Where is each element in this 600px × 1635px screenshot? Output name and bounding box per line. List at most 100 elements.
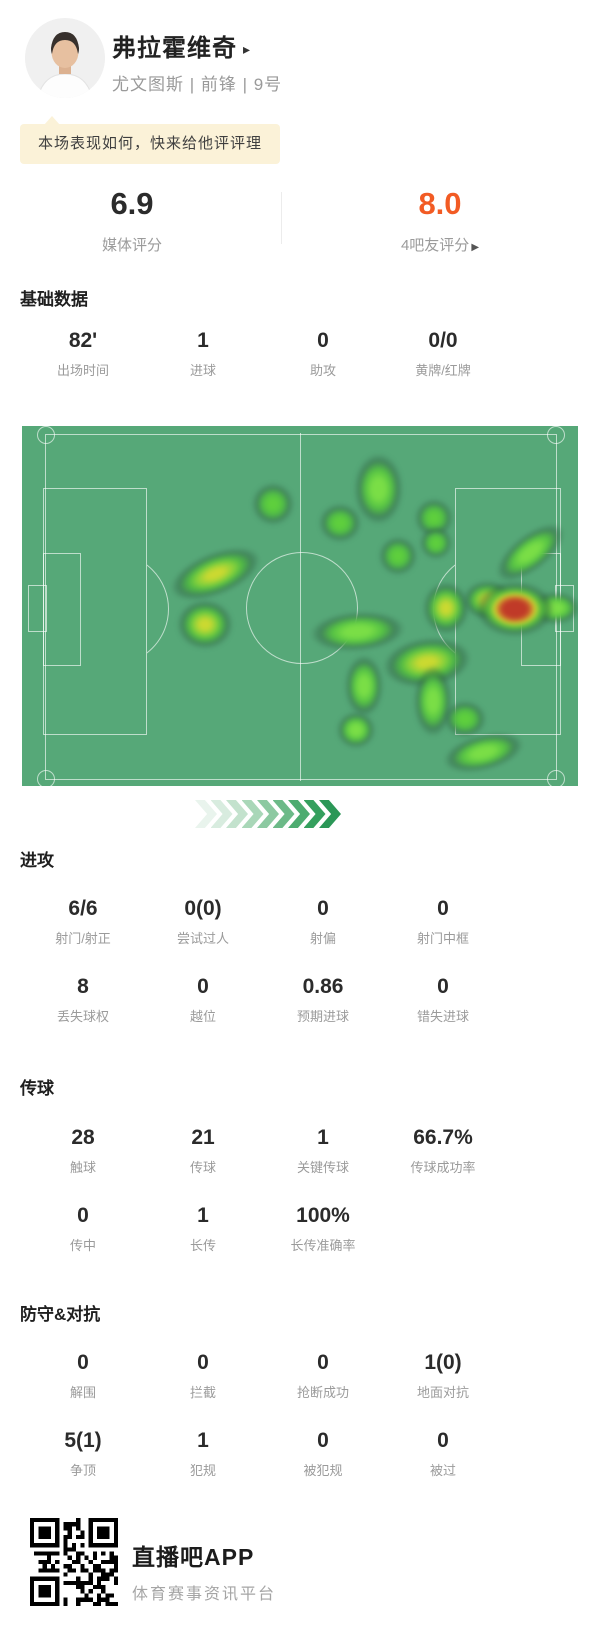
stat-label: 解围: [69, 1385, 96, 1400]
heat-blobs: [22, 426, 578, 786]
stat-cell: 8 丢失球权: [23, 974, 143, 1052]
stat-cell: 1 犯规: [143, 1428, 263, 1506]
chevron-icon: [195, 800, 217, 828]
stat-value: 1: [197, 1204, 209, 1227]
heat-blob: [442, 700, 488, 738]
stat-cell: 66.7% 传球成功率: [383, 1125, 503, 1203]
penalty-arc-left: [147, 554, 171, 664]
app-name: 直播吧APP: [132, 1544, 255, 1570]
stat-cell: 0 错失进球: [383, 974, 503, 1052]
stat-cell: 100% 长传准确率: [263, 1203, 383, 1281]
stat-cell: 1 关键传球: [263, 1125, 383, 1203]
name-arrow-icon[interactable]: ▸: [243, 41, 252, 57]
stat-value: 0/0: [428, 329, 458, 352]
banner-tail: [44, 116, 60, 125]
corner-arc: [37, 426, 55, 444]
stat-label: 射门/射正: [55, 931, 111, 946]
stat-value: 0: [197, 1351, 209, 1374]
stat-label: 越位: [189, 1009, 216, 1024]
stat-value: 21: [191, 1126, 215, 1149]
section-title-defense: 防守&对抗: [20, 1305, 101, 1324]
stat-label: 争顶: [69, 1463, 96, 1478]
goal-left: [28, 585, 47, 632]
fans-rating-label[interactable]: 4吧友评分 ▶: [340, 234, 540, 255]
fans-rating[interactable]: 8.0 4吧友评分 ▶: [340, 186, 540, 255]
stat-value: 28: [71, 1126, 95, 1149]
stat-value: 5(1): [64, 1429, 102, 1452]
stat-cell: 82' 出场时间: [23, 328, 143, 406]
stat-label: 犯规: [189, 1463, 216, 1478]
stat-value: 0: [317, 897, 329, 920]
stat-cell: 0 助攻: [263, 328, 383, 406]
defense-stats-grid: 0 解围 0 拦截 0 抢断成功 1(0) 地面对抗 5(1) 争顶 1 犯规 0 被犯规 0 被过: [23, 1350, 503, 1506]
player-name-text: 弗拉霍维奇: [112, 35, 237, 62]
stat-cell: 0.86 预期进球: [263, 974, 383, 1052]
player-portrait-image: [25, 18, 105, 98]
stat-cell: 28 触球: [23, 1125, 143, 1203]
goal-area-left: [43, 553, 81, 666]
stat-value: 0: [197, 975, 209, 998]
stat-value: 0: [77, 1204, 89, 1227]
stat-label: 射门中框: [416, 931, 469, 946]
stat-cell: 0 被犯规: [263, 1428, 383, 1506]
stat-cell: 0 抢断成功: [263, 1350, 383, 1428]
stat-value: 0: [317, 1429, 329, 1452]
media-rating-label: 媒体评分: [101, 237, 162, 254]
stat-cell: 21 传球: [143, 1125, 263, 1203]
stat-label: 拦截: [189, 1385, 216, 1400]
stat-value: 0: [317, 1351, 329, 1374]
section-title-attack: 进攻: [20, 851, 54, 870]
stat-cell: 1 长传: [143, 1203, 263, 1281]
stat-label: 丢失球权: [56, 1009, 109, 1024]
stat-label: 错失进球: [416, 1009, 469, 1024]
media-rating: 6.9 媒体评分: [32, 186, 232, 255]
stat-label: 尝试过人: [176, 931, 229, 946]
stat-label: 长传: [189, 1238, 216, 1253]
stat-value: 0: [77, 1351, 89, 1374]
stat-cell: 0 传中: [23, 1203, 143, 1281]
heat-blob: [250, 481, 296, 527]
stat-label: 出场时间: [56, 363, 109, 378]
heat-blob: [474, 580, 556, 638]
stat-label: 关键传球: [296, 1160, 349, 1175]
fans-rating-value: 8.0: [418, 186, 462, 221]
player-name[interactable]: 弗拉霍维奇 ▸: [112, 28, 251, 63]
section-title-passing: 传球: [20, 1079, 54, 1098]
stat-cell: 0 解围: [23, 1350, 143, 1428]
stat-value: 0: [437, 897, 449, 920]
heat-blob: [343, 653, 385, 719]
stat-label: 传中: [69, 1238, 96, 1253]
stat-value: 82': [68, 329, 98, 352]
stat-cell: 0/0 黄牌/红牌: [383, 328, 503, 406]
stat-label: 预期进球: [296, 1009, 349, 1024]
stat-value: 8: [77, 975, 89, 998]
center-circle: [246, 552, 358, 664]
stat-value: 100%: [296, 1204, 350, 1227]
stat-value: 1: [197, 1429, 209, 1452]
heat-blob: [317, 502, 363, 544]
rating-banner[interactable]: 本场表现如何，快来给他评评理: [20, 124, 281, 164]
fans-rating-arrow-icon: ▶: [471, 242, 480, 253]
stat-value: 0: [437, 975, 449, 998]
stat-value: 0(0): [184, 897, 222, 920]
stat-label: 长传准确率: [290, 1238, 356, 1253]
stat-label: 进球: [189, 363, 216, 378]
passing-stats-grid: 28 触球 21 传球 1 关键传球 66.7% 传球成功率 0 传中 1 长传 100% 长传准确率: [23, 1125, 503, 1281]
stat-label: 传球成功率: [410, 1160, 476, 1175]
stat-label: 被过: [429, 1463, 456, 1478]
player-meta: 尤文图斯 | 前锋 | 9号: [112, 75, 283, 94]
stat-cell: 0 拦截: [143, 1350, 263, 1428]
fans-rating-label-text: 4吧友评分: [400, 237, 470, 254]
stat-cell: 0 被过: [383, 1428, 503, 1506]
stat-value: 1: [317, 1126, 329, 1149]
stat-value: 0: [437, 1429, 449, 1452]
stat-label: 抢断成功: [296, 1385, 349, 1400]
stat-value: 0: [317, 329, 329, 352]
stat-value: 66.7%: [413, 1126, 473, 1149]
player-avatar[interactable]: [25, 18, 105, 98]
stat-cell: 1 进球: [143, 328, 263, 406]
app-slogan: 体育赛事资讯平台: [132, 1586, 277, 1603]
stat-cell: 0 射偏: [263, 896, 383, 974]
section-title-basic: 基础数据: [20, 290, 88, 309]
heat-blob: [335, 711, 377, 749]
